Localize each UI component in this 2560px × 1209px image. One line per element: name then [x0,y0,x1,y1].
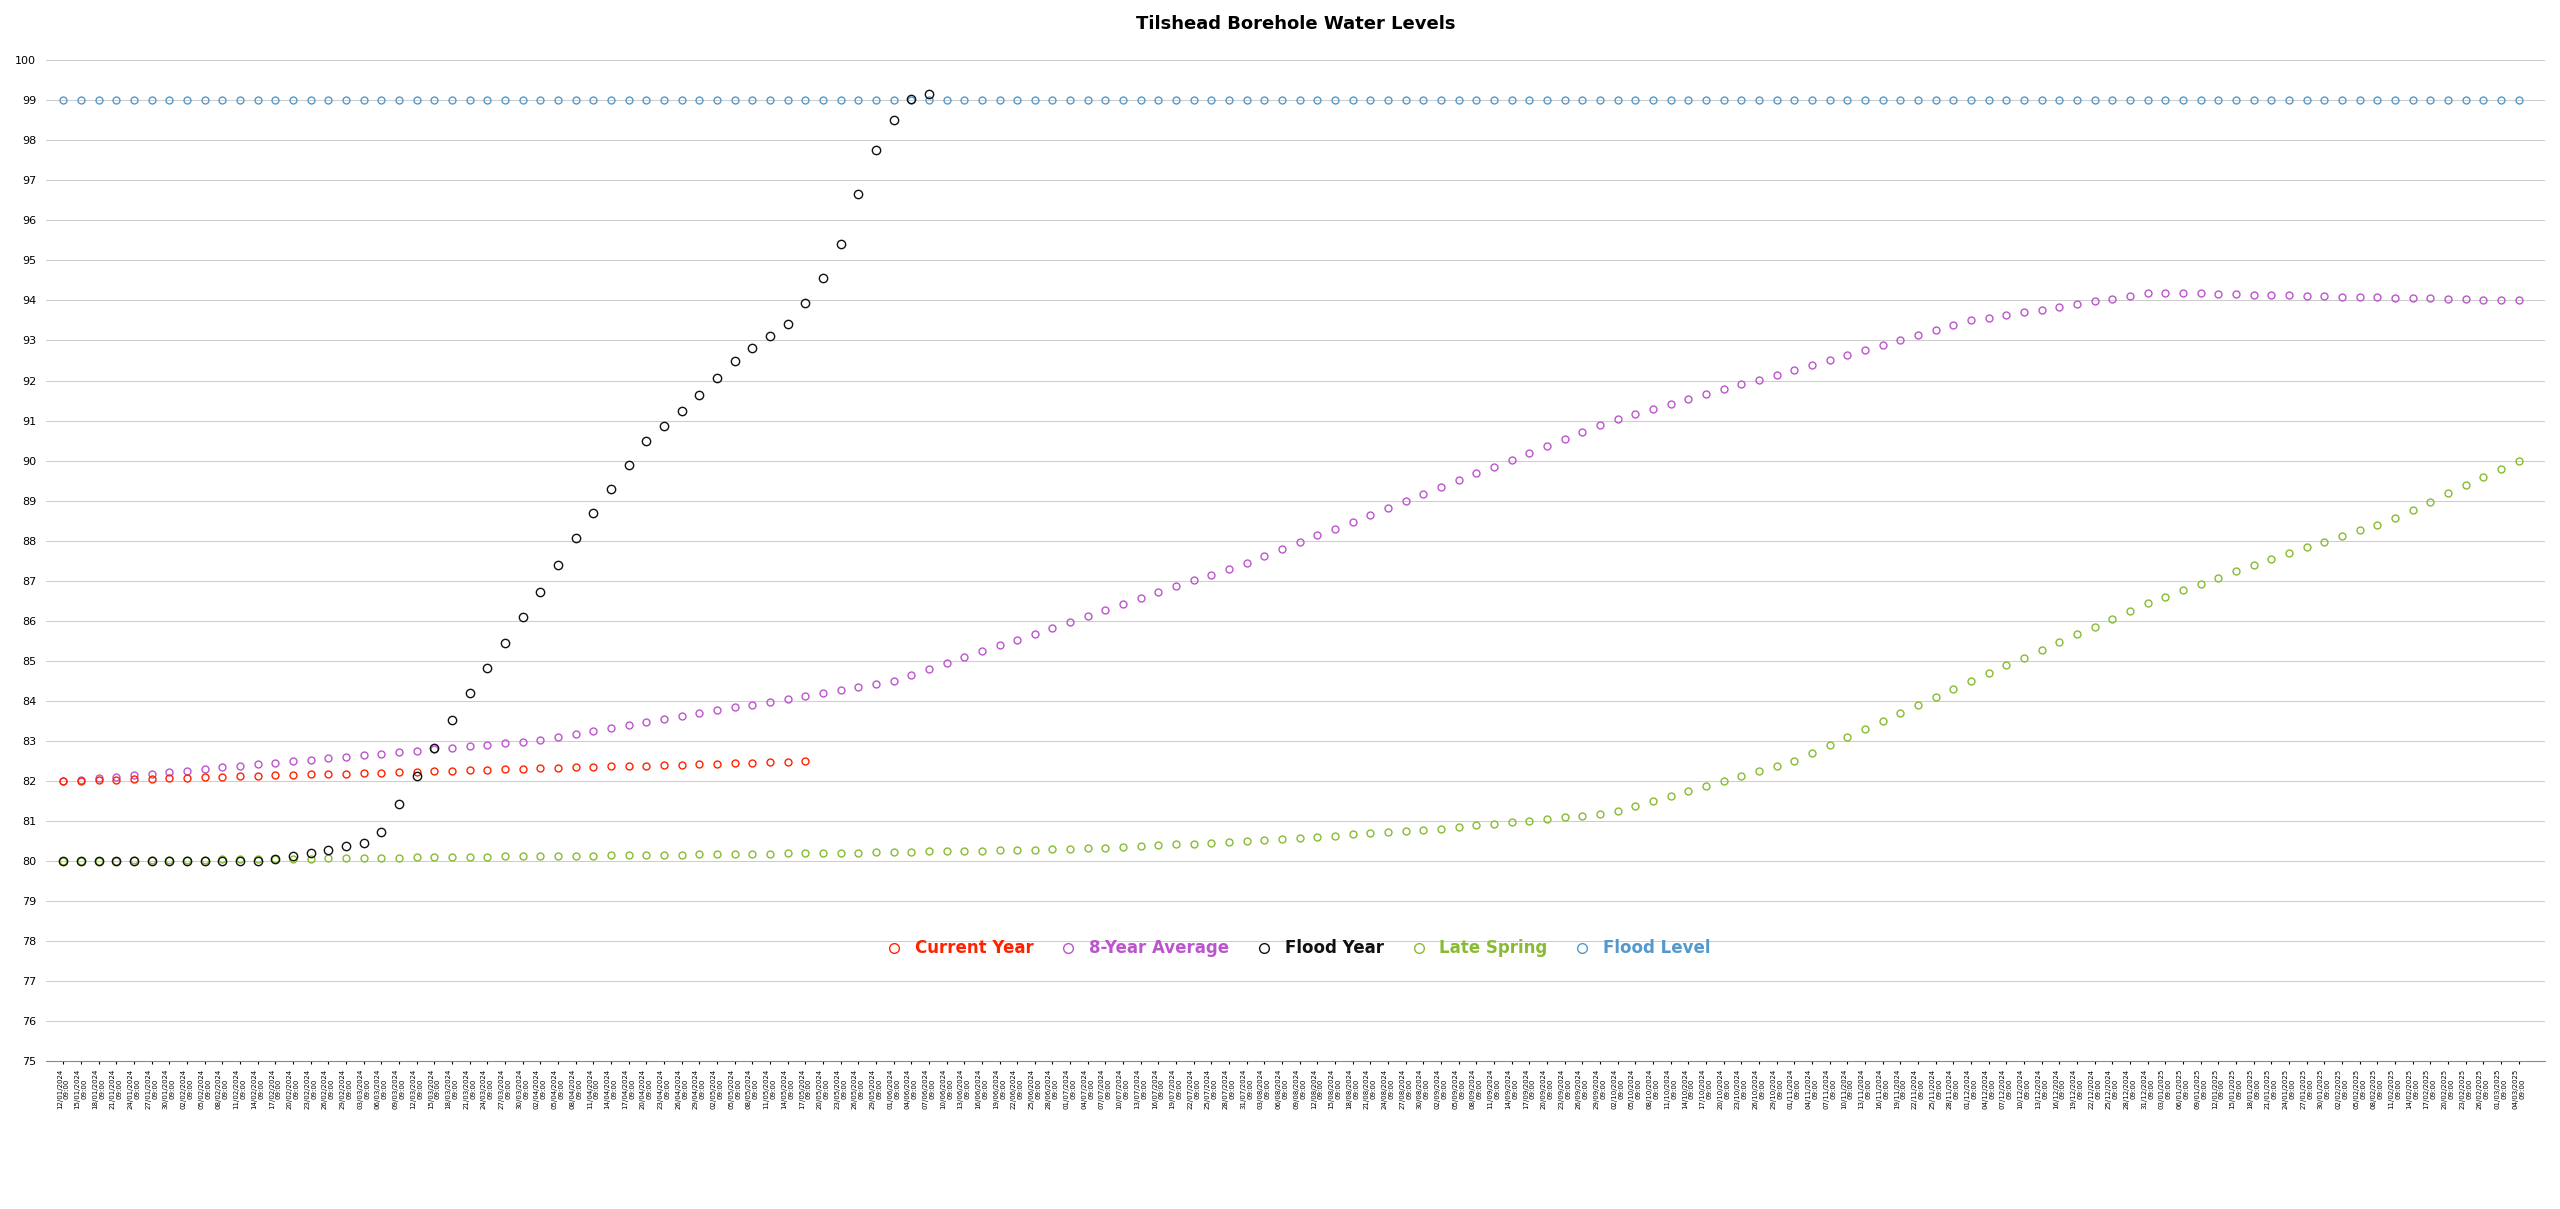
8-Year Average [489,736,520,751]
Late Spring [189,852,220,867]
8-Year Average [136,767,166,781]
8-Year Average [2486,293,2516,307]
Flood Level [189,93,220,108]
Current Year [49,774,79,788]
Flood Year [189,854,220,868]
Late Spring [136,852,166,867]
Legend: Current Year, 8-Year Average, Flood Year, Late Spring, Flood Level: Current Year, 8-Year Average, Flood Year… [876,933,1715,962]
Flood Level [489,93,520,108]
Line: Current Year: Current Year [59,758,809,785]
Late Spring [49,854,79,868]
8-Year Average [49,774,79,788]
Flood Year [136,854,166,868]
Title: Tilshead Borehole Water Levels: Tilshead Borehole Water Levels [1137,15,1454,33]
Flood Level [2504,93,2534,108]
Current Year [489,762,520,776]
Line: 8-Year Average: 8-Year Average [59,289,2522,785]
8-Year Average [2150,285,2181,300]
Flood Year [489,635,520,649]
Current Year [136,771,166,786]
Flood Level [2468,93,2499,108]
Line: Flood Year: Flood Year [59,89,932,866]
8-Year Average [189,762,220,776]
Flood Level [49,93,79,108]
Flood Level [294,93,325,108]
Late Spring [489,849,520,863]
Flood Level [1267,93,1298,108]
Late Spring [2504,453,2534,468]
Line: Flood Level: Flood Level [59,97,2522,104]
Current Year [189,770,220,785]
Flood Year [294,845,325,860]
Late Spring [2468,470,2499,485]
Late Spring [294,851,325,866]
Line: Late Spring: Late Spring [59,457,2522,864]
Current Year [294,768,325,782]
Late Spring [1267,832,1298,846]
8-Year Average [294,753,325,768]
8-Year Average [2504,293,2534,307]
Flood Year [49,854,79,868]
8-Year Average [1267,542,1298,556]
Flood Level [136,93,166,108]
